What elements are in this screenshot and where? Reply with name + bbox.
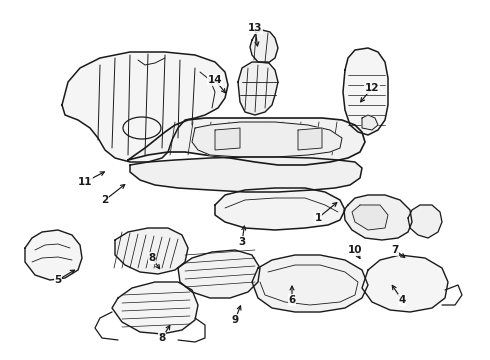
Polygon shape: [362, 115, 378, 130]
Polygon shape: [344, 195, 412, 240]
Text: 10: 10: [348, 245, 362, 255]
Polygon shape: [343, 48, 388, 135]
Polygon shape: [352, 205, 388, 230]
Polygon shape: [238, 62, 278, 115]
Text: 1: 1: [315, 213, 321, 223]
Polygon shape: [192, 122, 342, 157]
Text: 5: 5: [54, 275, 62, 285]
Polygon shape: [215, 188, 345, 230]
Text: 14: 14: [208, 75, 222, 85]
Polygon shape: [62, 52, 228, 162]
Text: 4: 4: [398, 295, 406, 305]
Polygon shape: [128, 118, 365, 165]
Polygon shape: [408, 205, 442, 238]
Polygon shape: [25, 230, 82, 280]
Polygon shape: [215, 128, 240, 150]
Text: 7: 7: [392, 245, 399, 255]
Text: 6: 6: [289, 295, 295, 305]
Text: 12: 12: [365, 83, 379, 93]
Polygon shape: [130, 157, 362, 192]
Polygon shape: [250, 30, 278, 63]
Text: 13: 13: [248, 23, 262, 33]
Text: 11: 11: [78, 177, 92, 187]
Polygon shape: [298, 128, 322, 150]
Text: 3: 3: [238, 237, 245, 247]
Polygon shape: [178, 250, 260, 298]
Polygon shape: [115, 228, 188, 274]
Text: 2: 2: [101, 195, 109, 205]
Text: 9: 9: [231, 315, 239, 325]
Polygon shape: [362, 255, 448, 312]
Polygon shape: [112, 282, 198, 334]
Text: 8: 8: [158, 333, 166, 343]
Polygon shape: [252, 255, 368, 312]
Text: 8: 8: [148, 253, 156, 263]
